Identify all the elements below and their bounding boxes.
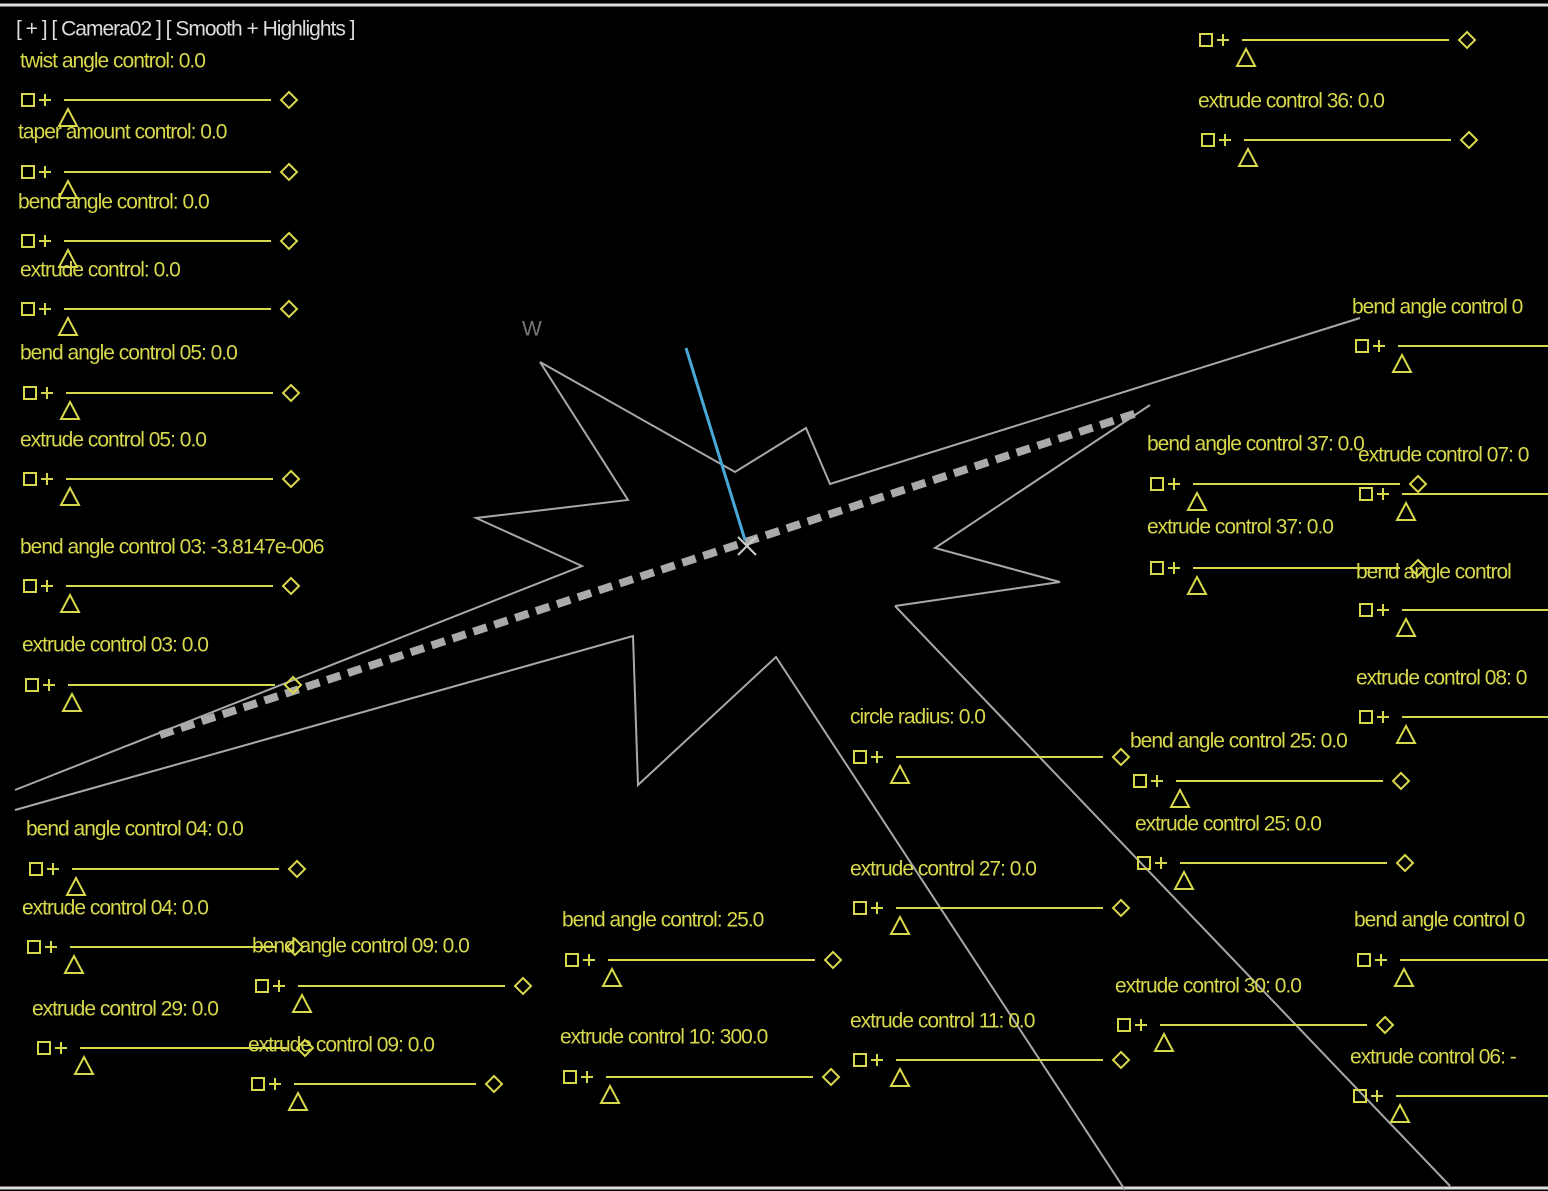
viewport-label: [ + ] [ Camera02 ] [ Smooth + Highlights…	[16, 18, 355, 41]
control-label: extrude control 07: 0	[1358, 444, 1529, 467]
control-label: extrude control 06: -	[1350, 1046, 1517, 1069]
control-label: bend angle control 37: 0.0	[1147, 433, 1364, 456]
control-label: extrude control 37: 0.0	[1147, 516, 1333, 539]
control-label: bend angle control 05: 0.0	[20, 342, 237, 365]
control-label: bend angle control 03: -3.8147e-006	[20, 536, 324, 559]
control-label: bend angle control: 25.0	[562, 909, 764, 932]
control-label: extrude control 25: 0.0	[1135, 813, 1321, 836]
control-label: extrude control 10: 300.0	[560, 1026, 768, 1049]
control-label: extrude control 30: 0.0	[1115, 975, 1301, 998]
viewport: W [ + ] [ Camera02 ] [ Smooth + Highligh…	[0, 0, 1548, 1191]
control-label: bend angle control 0	[1352, 296, 1523, 319]
control-label: extrude control 09: 0.0	[248, 1034, 434, 1057]
control-label: bend angle control: 0.0	[18, 191, 209, 214]
control-label: extrude control 08: 0	[1356, 667, 1527, 690]
control-label: circle radius: 0.0	[850, 706, 985, 729]
control-label: extrude control 29: 0.0	[32, 998, 218, 1021]
control-label: extrude control 04: 0.0	[22, 897, 208, 920]
control-label: twist angle control: 0.0	[20, 50, 205, 73]
control-label: bend angle control	[1356, 561, 1511, 584]
control-label: extrude control 03: 0.0	[22, 634, 208, 657]
control-label: taper amount control: 0.0	[18, 121, 227, 144]
background	[0, 0, 1548, 1191]
control-label: bend angle control 0	[1354, 909, 1525, 932]
control-label: bend angle control 04: 0.0	[26, 818, 243, 841]
control-label: extrude control 36: 0.0	[1198, 90, 1384, 113]
control-label: extrude control 11: 0.0	[850, 1010, 1035, 1033]
control-label: extrude control 27: 0.0	[850, 858, 1036, 881]
axis-label: W	[522, 318, 542, 341]
control-label: bend angle control 25: 0.0	[1130, 730, 1347, 753]
control-label: bend angle control 09: 0.0	[252, 935, 469, 958]
control-label: extrude control: 0.0	[20, 259, 180, 282]
control-label: extrude control 05: 0.0	[20, 429, 206, 452]
